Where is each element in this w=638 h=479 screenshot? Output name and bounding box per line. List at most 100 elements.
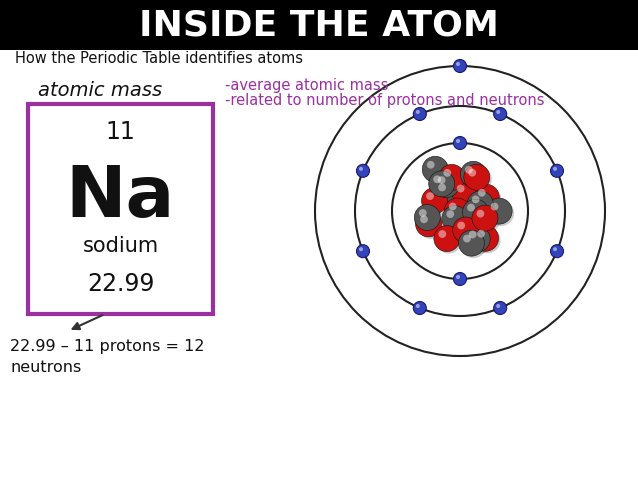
Circle shape <box>416 304 420 308</box>
Circle shape <box>475 186 501 212</box>
Text: -related to number of protons and neutrons: -related to number of protons and neutro… <box>225 92 544 107</box>
Circle shape <box>463 235 471 242</box>
Circle shape <box>433 171 459 198</box>
Circle shape <box>357 245 369 258</box>
Circle shape <box>464 164 490 190</box>
Circle shape <box>443 169 451 177</box>
Circle shape <box>424 159 450 184</box>
Circle shape <box>444 207 470 234</box>
Circle shape <box>551 164 563 177</box>
Circle shape <box>454 59 466 72</box>
Circle shape <box>472 205 498 231</box>
Circle shape <box>455 219 480 245</box>
Circle shape <box>415 211 441 237</box>
Circle shape <box>449 203 457 210</box>
Circle shape <box>447 210 454 218</box>
Circle shape <box>471 195 480 203</box>
Circle shape <box>466 166 492 192</box>
Circle shape <box>469 193 495 219</box>
Circle shape <box>434 226 460 251</box>
Circle shape <box>426 192 434 200</box>
Circle shape <box>457 184 464 193</box>
Circle shape <box>551 245 563 258</box>
Circle shape <box>477 210 484 217</box>
Text: 22.99 – 11 protons = 12
neutrons: 22.99 – 11 protons = 12 neutrons <box>10 339 205 375</box>
Circle shape <box>431 173 457 199</box>
Circle shape <box>468 169 476 177</box>
Circle shape <box>429 171 455 197</box>
Circle shape <box>553 247 557 251</box>
Circle shape <box>417 213 443 239</box>
Circle shape <box>454 273 466 285</box>
Circle shape <box>436 228 462 253</box>
Text: 22.99: 22.99 <box>87 272 154 296</box>
Circle shape <box>436 181 462 207</box>
Circle shape <box>494 301 507 315</box>
Circle shape <box>444 198 470 224</box>
Circle shape <box>474 207 500 233</box>
Circle shape <box>438 183 446 191</box>
Circle shape <box>467 204 475 212</box>
Circle shape <box>442 205 468 232</box>
Circle shape <box>438 176 445 184</box>
Circle shape <box>441 166 467 193</box>
Circle shape <box>486 198 512 224</box>
Circle shape <box>414 205 440 230</box>
Circle shape <box>454 182 480 208</box>
Text: Na: Na <box>66 162 175 231</box>
Bar <box>0 0 638 50</box>
Circle shape <box>456 62 460 66</box>
Circle shape <box>446 200 472 226</box>
Circle shape <box>465 166 473 174</box>
Circle shape <box>359 247 363 251</box>
Text: 11: 11 <box>106 120 135 144</box>
Circle shape <box>422 156 449 182</box>
Text: sodium: sodium <box>82 236 159 256</box>
Circle shape <box>438 230 446 238</box>
Circle shape <box>456 275 460 279</box>
Circle shape <box>463 199 489 225</box>
Text: INSIDE THE ATOM: INSIDE THE ATOM <box>139 8 499 42</box>
Circle shape <box>416 110 420 114</box>
Circle shape <box>439 164 465 191</box>
Circle shape <box>453 217 478 243</box>
Circle shape <box>452 180 478 206</box>
Circle shape <box>454 137 466 149</box>
Circle shape <box>478 189 486 197</box>
Circle shape <box>464 201 491 227</box>
Circle shape <box>359 167 363 171</box>
Circle shape <box>435 174 461 200</box>
Circle shape <box>553 167 557 171</box>
Circle shape <box>413 301 426 315</box>
Circle shape <box>473 225 498 251</box>
Circle shape <box>475 227 501 253</box>
Circle shape <box>488 200 514 226</box>
Circle shape <box>464 226 490 252</box>
Circle shape <box>457 222 465 229</box>
Circle shape <box>413 107 426 121</box>
Circle shape <box>491 203 498 210</box>
Bar <box>28 104 213 314</box>
Circle shape <box>461 161 486 187</box>
Circle shape <box>434 179 459 205</box>
Circle shape <box>422 188 447 214</box>
Circle shape <box>496 304 500 308</box>
Circle shape <box>427 161 434 169</box>
Circle shape <box>473 184 500 210</box>
Circle shape <box>459 230 484 256</box>
Circle shape <box>424 190 450 216</box>
Circle shape <box>456 139 460 143</box>
Text: atomic mass: atomic mass <box>38 80 162 100</box>
Circle shape <box>419 209 427 217</box>
Circle shape <box>469 230 477 239</box>
Circle shape <box>477 230 485 238</box>
Circle shape <box>496 110 500 114</box>
Circle shape <box>433 175 441 183</box>
Circle shape <box>420 216 428 223</box>
Circle shape <box>357 164 369 177</box>
Circle shape <box>466 228 492 254</box>
Text: -average atomic mass: -average atomic mass <box>225 78 389 92</box>
Circle shape <box>467 191 493 217</box>
Circle shape <box>463 163 489 189</box>
Text: How the Periodic Table identifies atoms: How the Periodic Table identifies atoms <box>15 50 303 66</box>
